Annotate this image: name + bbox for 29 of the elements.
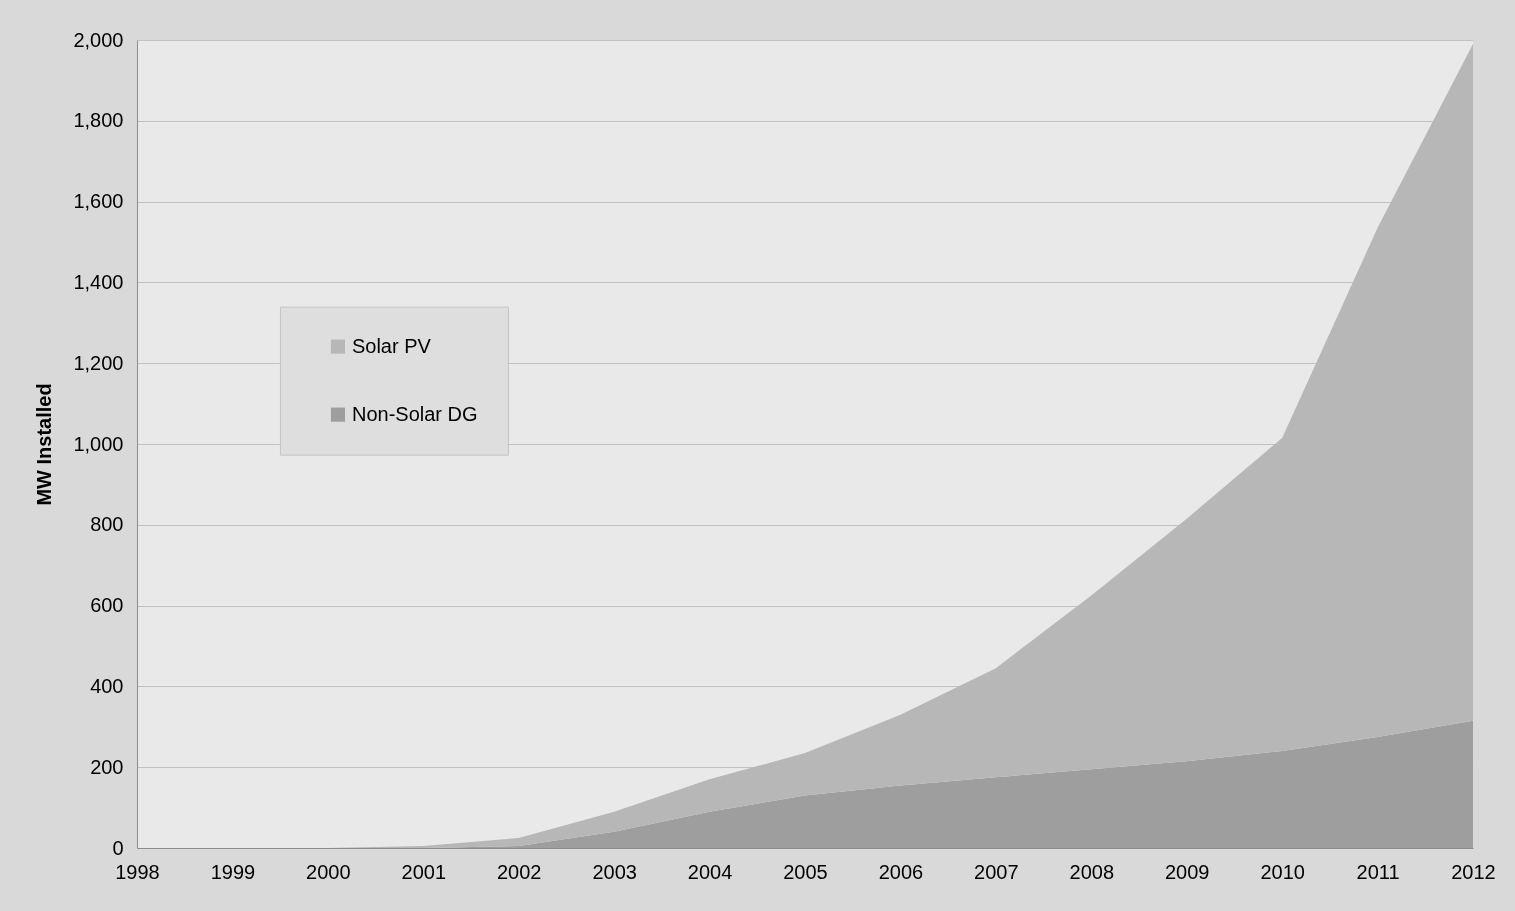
legend-label: Solar PV <box>351 334 432 357</box>
y-tick-label: 1,000 <box>73 432 124 455</box>
y-tick-label: 0 <box>112 836 124 859</box>
x-tick-label: 2005 <box>783 860 828 883</box>
y-tick-label: 600 <box>90 594 124 617</box>
x-tick-label: 1999 <box>210 860 256 883</box>
y-tick-label: 2,000 <box>73 28 124 51</box>
x-tick-label: 2010 <box>1260 860 1305 883</box>
y-tick-label: 800 <box>90 513 124 536</box>
y-tick-label: 1,800 <box>73 109 124 132</box>
x-tick-label: 2012 <box>1451 860 1496 883</box>
y-tick-label: 1,400 <box>73 270 124 293</box>
y-tick-label: 400 <box>90 674 124 697</box>
x-tick-label: 2009 <box>1164 860 1210 883</box>
x-tick-label: 2011 <box>1356 860 1400 883</box>
y-tick-label: 200 <box>90 755 124 778</box>
y-tick-label: 1,600 <box>73 190 124 213</box>
y-axis-title: MW Installed <box>33 383 56 506</box>
x-tick-label: 2004 <box>687 860 733 883</box>
y-tick-label: 1,200 <box>73 351 124 374</box>
legend-label: Non-Solar DG <box>351 402 478 425</box>
x-tick-label: 1998 <box>115 860 160 883</box>
x-tick-label: 2003 <box>592 860 637 883</box>
x-tick-label: 2006 <box>878 860 924 883</box>
x-tick-label: 2007 <box>974 860 1019 883</box>
x-tick-label: 2008 <box>1069 860 1115 883</box>
x-tick-label: 2002 <box>496 860 542 883</box>
x-tick-label: 2000 <box>306 860 351 883</box>
x-tick-label: 2001 <box>401 860 447 883</box>
